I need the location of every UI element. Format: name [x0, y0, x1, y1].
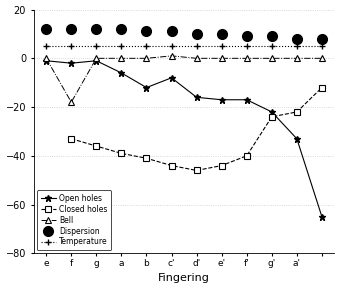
- X-axis label: Fingering: Fingering: [158, 273, 210, 284]
- Open holes: [94, 59, 98, 62]
- Temperature: [220, 45, 224, 48]
- Temperature: [69, 45, 73, 48]
- Bell: [220, 57, 224, 60]
- Dispersion: [270, 35, 274, 38]
- Open holes: [119, 71, 123, 75]
- Line: Temperature: Temperature: [43, 43, 325, 50]
- Closed holes: [94, 144, 98, 148]
- Open holes: [144, 86, 149, 89]
- Open holes: [194, 96, 199, 99]
- Dispersion: [295, 37, 299, 40]
- Closed holes: [69, 137, 73, 140]
- Open holes: [270, 110, 274, 114]
- Dispersion: [220, 32, 224, 36]
- Dispersion: [44, 27, 48, 31]
- Legend: Open holes, Closed holes, Bell, Dispersion, Temperature: Open holes, Closed holes, Bell, Dispersi…: [37, 190, 111, 250]
- Bell: [69, 101, 73, 104]
- Bell: [245, 57, 249, 60]
- Open holes: [320, 215, 324, 218]
- Line: Bell: Bell: [43, 52, 325, 106]
- Temperature: [119, 45, 123, 48]
- Dispersion: [170, 30, 174, 33]
- Open holes: [295, 137, 299, 140]
- Bell: [295, 57, 299, 60]
- Bell: [119, 57, 123, 60]
- Dispersion: [119, 27, 123, 31]
- Bell: [44, 57, 48, 60]
- Temperature: [295, 45, 299, 48]
- Bell: [270, 57, 274, 60]
- Open holes: [170, 76, 174, 79]
- Line: Open holes: Open holes: [43, 57, 325, 220]
- Line: Closed holes: Closed holes: [69, 85, 325, 173]
- Closed holes: [245, 154, 249, 158]
- Dispersion: [144, 30, 149, 33]
- Temperature: [44, 45, 48, 48]
- Bell: [194, 57, 199, 60]
- Closed holes: [119, 152, 123, 155]
- Dispersion: [194, 32, 199, 36]
- Temperature: [170, 45, 174, 48]
- Closed holes: [320, 86, 324, 89]
- Closed holes: [220, 164, 224, 167]
- Closed holes: [270, 115, 274, 118]
- Dispersion: [94, 27, 98, 31]
- Dispersion: [69, 27, 73, 31]
- Bell: [94, 57, 98, 60]
- Bell: [320, 57, 324, 60]
- Temperature: [270, 45, 274, 48]
- Dispersion: [245, 35, 249, 38]
- Open holes: [44, 59, 48, 62]
- Open holes: [220, 98, 224, 101]
- Bell: [170, 54, 174, 58]
- Open holes: [245, 98, 249, 101]
- Temperature: [320, 45, 324, 48]
- Line: Dispersion: Dispersion: [41, 24, 327, 44]
- Bell: [144, 57, 149, 60]
- Closed holes: [170, 164, 174, 167]
- Dispersion: [320, 37, 324, 40]
- Temperature: [94, 45, 98, 48]
- Closed holes: [144, 157, 149, 160]
- Temperature: [144, 45, 149, 48]
- Closed holes: [194, 169, 199, 172]
- Temperature: [245, 45, 249, 48]
- Closed holes: [295, 110, 299, 114]
- Open holes: [69, 62, 73, 65]
- Temperature: [194, 45, 199, 48]
